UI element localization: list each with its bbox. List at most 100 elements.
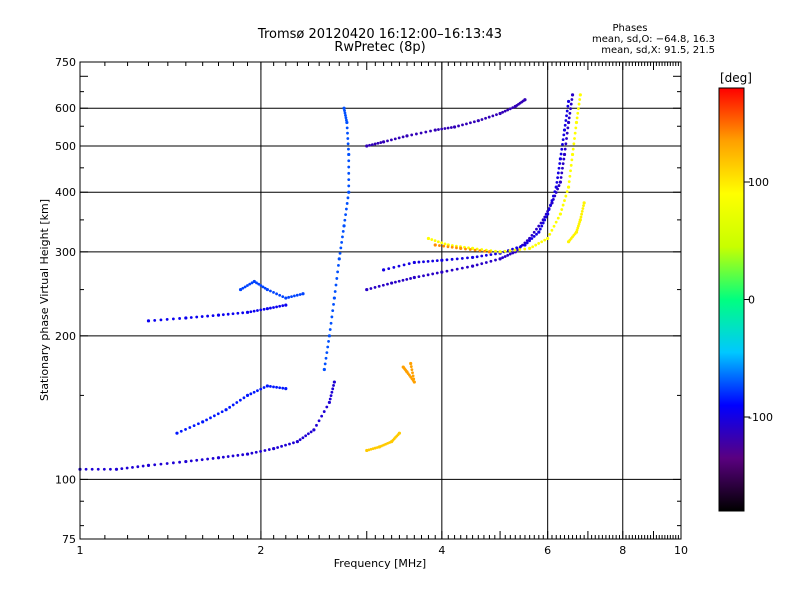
data-point	[206, 314, 210, 318]
data-point	[450, 257, 454, 261]
colorbar-unit: [deg]	[720, 71, 752, 85]
data-point	[559, 152, 563, 156]
data-point	[578, 98, 582, 101]
data-point	[320, 414, 324, 418]
data-point	[566, 185, 571, 189]
data-point	[460, 256, 464, 260]
data-point	[347, 190, 351, 194]
x-axis-label: Frequency [MHz]	[334, 557, 426, 570]
data-point	[470, 255, 475, 260]
data-point	[465, 122, 468, 126]
data-point	[440, 258, 444, 262]
data-point	[287, 295, 291, 299]
plot-frame	[79, 61, 682, 540]
data-point	[562, 152, 567, 157]
data-point	[257, 282, 261, 286]
data-point	[325, 351, 329, 355]
x-tick-label: 10	[674, 544, 688, 557]
data-point	[581, 207, 585, 210]
data-point	[483, 249, 487, 253]
phases-o-stats: mean, sd,O: −64.8, 16.3	[592, 34, 715, 45]
data-point	[189, 459, 193, 463]
data-point	[276, 446, 280, 449]
data-point	[573, 137, 576, 140]
data-point	[561, 162, 565, 166]
data-point	[548, 232, 552, 236]
data-point	[249, 310, 253, 314]
data-point	[250, 281, 254, 285]
data-point	[519, 244, 523, 248]
data-point	[567, 180, 571, 184]
data-point	[557, 166, 561, 170]
data-point	[226, 312, 230, 316]
y-tick-label: 100	[55, 473, 76, 486]
data-point	[484, 261, 488, 264]
data-point	[265, 307, 269, 311]
data-point	[284, 303, 288, 307]
data-point	[238, 287, 243, 292]
data-point	[455, 257, 459, 261]
data-point	[577, 107, 580, 111]
data-point	[436, 240, 440, 244]
data-point	[564, 119, 568, 122]
data-point	[226, 455, 230, 458]
data-point	[565, 190, 569, 193]
data-point	[267, 448, 271, 451]
data-point	[540, 240, 544, 244]
data-point	[532, 230, 536, 234]
data-point	[470, 264, 475, 268]
data-point	[332, 302, 335, 306]
data-point	[560, 208, 564, 211]
data-point	[503, 109, 507, 113]
data-point	[252, 390, 256, 394]
data-point	[397, 279, 401, 283]
data-point	[332, 380, 336, 384]
data-point	[558, 157, 563, 161]
data-point	[435, 271, 439, 275]
data-point	[330, 390, 334, 394]
data-point	[96, 467, 100, 471]
data-point	[290, 295, 293, 299]
data-point	[389, 138, 393, 142]
data-point	[549, 203, 552, 207]
data-point	[347, 178, 351, 182]
colorbar-ticks: 100 0 -100	[744, 176, 773, 424]
data-point	[278, 386, 282, 390]
y-tick-label: 200	[55, 330, 76, 343]
data-point	[335, 277, 339, 280]
data-point	[561, 138, 565, 142]
data-point	[550, 201, 554, 205]
data-points	[78, 93, 586, 471]
data-point	[295, 293, 299, 297]
data-point	[292, 441, 295, 445]
data-point	[397, 136, 401, 140]
data-point	[578, 93, 582, 97]
data-point	[196, 422, 200, 426]
data-point	[330, 315, 334, 319]
data-point	[275, 385, 278, 389]
data-point	[131, 465, 134, 469]
data-point	[409, 277, 412, 280]
data-point	[508, 249, 512, 253]
data-point	[141, 464, 145, 468]
x-tick-label: 8	[619, 544, 626, 557]
data-point	[409, 361, 413, 366]
data-point	[250, 451, 254, 455]
data-point	[216, 313, 221, 317]
data-point	[153, 463, 157, 467]
data-point	[554, 185, 558, 189]
data-point	[566, 104, 570, 108]
data-point	[315, 423, 318, 427]
data-point	[324, 356, 328, 360]
y-tick-label: 750	[55, 56, 76, 69]
data-point	[334, 283, 338, 287]
data-point	[345, 126, 349, 130]
data-point	[579, 215, 583, 219]
data-point	[102, 467, 106, 471]
data-point	[570, 98, 574, 101]
data-point	[489, 259, 493, 263]
data-point	[221, 313, 225, 317]
data-point	[159, 318, 163, 322]
data-point	[179, 429, 183, 433]
data-point	[487, 115, 491, 119]
